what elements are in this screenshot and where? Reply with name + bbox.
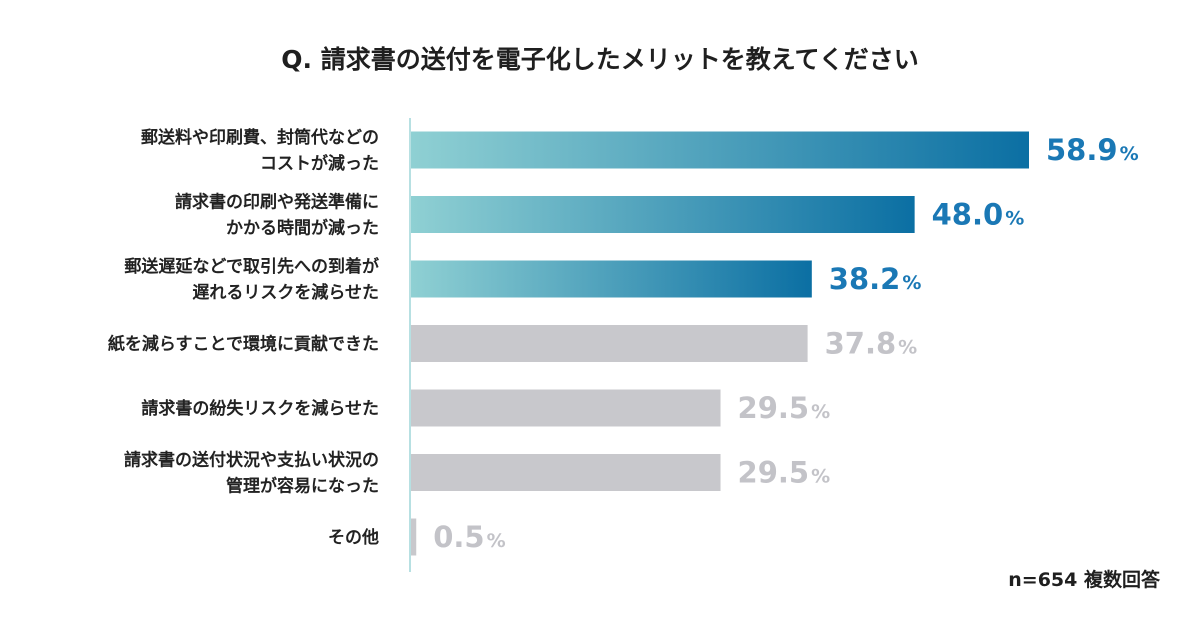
bar-4 xyxy=(411,325,808,362)
category-label-7-line-1: その他 xyxy=(328,527,379,548)
category-label-1-line-2: コストが減った xyxy=(260,153,379,174)
value-label-3: 38.2% xyxy=(829,262,922,296)
value-label-4: 37.8% xyxy=(825,327,918,361)
category-label-5-line-1: 請求書の紛失リスクを減らせた xyxy=(141,398,379,419)
value-label-6: 29.5% xyxy=(738,456,831,490)
category-label-3-line-1: 郵送遅延などで取引先への到着が xyxy=(124,256,379,277)
bars-group xyxy=(411,131,1029,556)
category-labels-group: 郵送料や印刷費、封筒代などのコストが減った請求書の印刷や発送準備にかかる時間が減… xyxy=(108,127,379,548)
category-label-3-line-2: 遅れるリスクを減らせた xyxy=(192,282,379,303)
category-label-2-line-2: かかる時間が減った xyxy=(226,218,379,239)
category-label-4-line-1: 紙を減らすことで環境に貢献できた xyxy=(108,334,379,355)
category-label-6-line-2: 管理が容易になった xyxy=(226,476,379,497)
bar-3 xyxy=(411,260,812,298)
category-label-1-line-1: 郵送料や印刷費、封筒代などの xyxy=(141,127,379,148)
bar-7 xyxy=(411,518,417,556)
value-label-7: 0.5% xyxy=(433,520,505,554)
value-labels-group: 58.9 % 48.0 % 38.2 % 37.8 % 29.5 % 29.5 % 0.5% xyxy=(433,133,1138,554)
value-label-1: 58.9% xyxy=(1046,133,1139,167)
bar-2 xyxy=(411,196,915,233)
sample-note: n=654 複数回答 xyxy=(1008,569,1160,591)
category-label-6-line-1: 請求書の送付状況や支払い状況の xyxy=(124,450,379,471)
chart-title: Q. 請求書の送付を電子化したメリットを教えてください xyxy=(281,45,919,74)
value-label-2: 48.0% xyxy=(932,198,1025,232)
value-label-5: 29.5% xyxy=(738,391,831,425)
category-label-2-line-1: 請求書の印刷や発送準備に xyxy=(175,192,379,213)
bar-6 xyxy=(411,454,721,491)
bar-5 xyxy=(411,389,721,427)
bar-1 xyxy=(411,131,1029,169)
